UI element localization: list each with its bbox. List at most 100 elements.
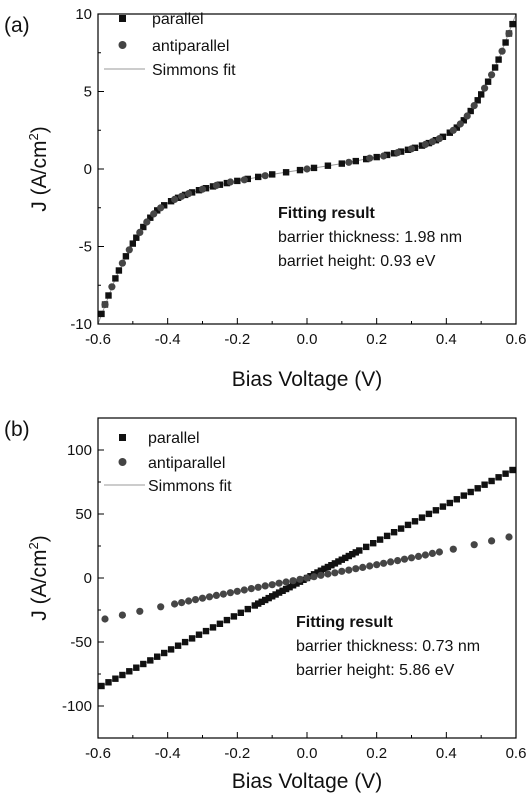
point-parallel-b — [331, 560, 339, 567]
point-antiparallel-b — [345, 566, 353, 574]
point-parallel-b — [439, 503, 447, 510]
point-parallel-a — [174, 194, 182, 201]
point-parallel-b — [317, 567, 325, 574]
point-antiparallel-b — [101, 615, 109, 623]
x-tick-label-a-5: 0.4 — [436, 331, 457, 348]
point-parallel-a — [491, 64, 499, 71]
point-parallel-a — [373, 153, 380, 161]
point-parallel-a — [324, 162, 332, 169]
point-antiparallel-a — [498, 47, 506, 55]
y-tick-label-a-4: 10 — [75, 6, 92, 23]
point-parallel-a — [474, 97, 481, 104]
point-parallel-a — [296, 166, 304, 174]
point-parallel-a — [446, 129, 453, 136]
point-antiparallel-b — [212, 591, 220, 600]
point-antiparallel-a — [150, 210, 158, 218]
legend-b-fit: Simmons fit — [148, 478, 232, 495]
x-tick-label-b-1: -0.4 — [155, 745, 181, 762]
annotation-a-title: Fitting result — [278, 205, 376, 222]
point-antiparallel-b — [205, 593, 214, 601]
point-parallel-b — [209, 624, 217, 631]
point-parallel-b — [376, 536, 384, 543]
point-antiparallel-a — [261, 172, 269, 180]
point-parallel-b — [363, 543, 370, 551]
axis-ticks-a — [97, 13, 517, 325]
point-parallel-b — [352, 549, 359, 556]
point-parallel-a — [478, 91, 485, 98]
point-antiparallel-a — [226, 178, 234, 186]
x-tick-label-a-4: 0.2 — [366, 331, 387, 348]
point-parallel-a — [195, 187, 203, 194]
point-antiparallel-a — [428, 138, 436, 146]
point-antiparallel-b — [352, 565, 360, 573]
point-antiparallel-b — [324, 570, 332, 578]
point-parallel-b — [425, 510, 433, 518]
point-parallel-a — [352, 157, 359, 165]
point-parallel-b — [397, 525, 405, 532]
point-parallel-a — [432, 137, 440, 144]
point-parallel-b — [446, 499, 453, 507]
point-parallel-b — [237, 609, 244, 616]
point-antiparallel-a — [463, 112, 471, 120]
y-axis-label-a-sup: 2 — [26, 133, 41, 140]
x-tick-label-a-1: -0.4 — [155, 331, 181, 348]
point-parallel-b — [174, 642, 182, 649]
point-parallel-b — [112, 675, 119, 682]
annotation-b-line2: barrier height: 5.86 eV — [296, 662, 455, 679]
point-parallel-b — [147, 657, 154, 664]
y-tick-label-b-2: 0 — [84, 570, 92, 587]
point-parallel-b — [251, 602, 258, 609]
point-antiparallel-a — [143, 218, 151, 226]
x-tick-label-a-2: -0.2 — [224, 331, 250, 348]
point-parallel-b — [161, 649, 168, 657]
y-tick-label-b-0: -100 — [62, 698, 92, 715]
point-parallel-b — [383, 532, 391, 540]
point-parallel-a — [411, 144, 419, 151]
point-parallel-b — [338, 556, 345, 563]
point-antiparallel-a — [345, 158, 353, 166]
point-antiparallel-b — [254, 583, 262, 591]
point-antiparallel-b — [118, 611, 126, 619]
point-antiparallel-a — [240, 176, 248, 184]
point-antiparallel-b — [198, 594, 207, 602]
y-tick-label-b-3: 50 — [75, 506, 92, 523]
point-antiparallel-a — [101, 300, 109, 309]
point-parallel-b — [223, 616, 231, 624]
point-parallel-a — [495, 56, 502, 63]
point-parallel-b — [321, 565, 328, 572]
point-parallel-b — [289, 582, 297, 589]
point-parallel-a — [154, 207, 161, 214]
point-parallel-a — [105, 292, 112, 299]
legend-b: parallel antiparallel Simmons fit — [104, 430, 232, 495]
point-parallel-a — [181, 191, 189, 199]
point-antiparallel-a — [481, 84, 489, 92]
point-parallel-a — [383, 151, 391, 159]
point-parallel-b — [269, 593, 276, 600]
point-parallel-a — [439, 133, 447, 140]
point-parallel-b — [495, 474, 502, 481]
point-antiparallel-b — [373, 561, 381, 569]
point-antiparallel-b — [366, 562, 374, 570]
y-tick-label-a-2: 0 — [84, 161, 92, 178]
panel-a: (a) -0.6 -0.4 -0.2 0.0 0.2 0.4 0.6 -10 -5 0 5 10 Bi… — [4, 6, 526, 391]
point-parallel-b — [349, 551, 356, 558]
point-antiparallel-b — [505, 533, 513, 541]
legend-b-square-marker — [119, 434, 126, 441]
point-antiparallel-a — [505, 29, 513, 38]
annotation-a-line1: barrier thickness: 1.98 nm — [278, 229, 462, 246]
point-parallel-a — [161, 202, 168, 209]
legend-a-parallel: parallel — [152, 11, 204, 28]
point-parallel-b — [460, 492, 467, 499]
point-parallel-a — [167, 198, 175, 205]
legend-a: parallel antiparallel Simmons fit — [104, 11, 236, 79]
point-parallel-b — [293, 580, 300, 587]
point-antiparallel-b — [470, 541, 478, 549]
point-parallel-a — [122, 253, 130, 260]
data-points-b — [98, 466, 516, 690]
point-antiparallel-b — [296, 575, 304, 583]
point-antiparallel-b — [185, 597, 193, 605]
y-axis-label-a-close: ) — [28, 126, 51, 133]
point-parallel-b — [272, 591, 279, 598]
point-parallel-b — [167, 646, 175, 653]
point-parallel-b — [275, 589, 283, 596]
